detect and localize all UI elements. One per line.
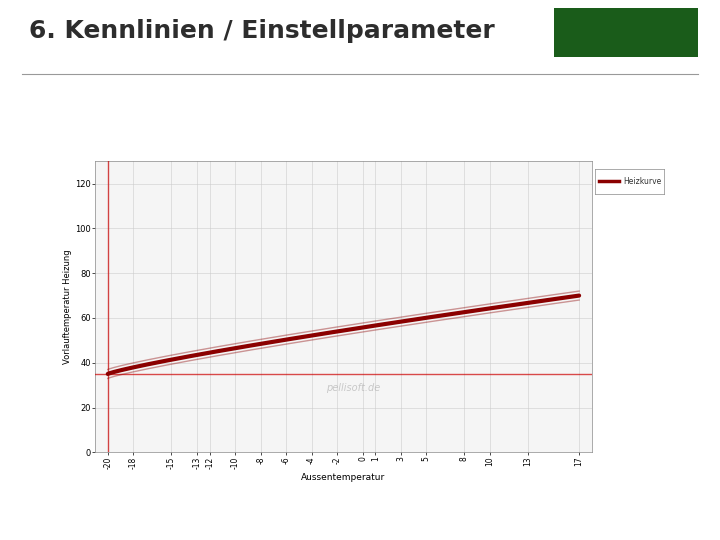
Text: 6. Kennlinien / Einstellparameter: 6. Kennlinien / Einstellparameter (29, 19, 495, 43)
Text: Fußpunkt: 35 °C bei 21 °C: Fußpunkt: 35 °C bei 21 °C (49, 120, 166, 129)
Text: pellisoft.de: pellisoft.de (326, 383, 380, 393)
Text: Folie 27: Folie 27 (634, 521, 667, 530)
Text: Anstieg: 1,00: Anstieg: 1,00 (49, 94, 109, 104)
Y-axis label: Vorlauftemperatur Heizung: Vorlauftemperatur Heizung (63, 249, 72, 364)
Text: Messwertgestützte Analyse und Optimierung von Heizungsanlagen  mit dem Anlagen E: Messwertgestützte Analyse und Optimierun… (14, 521, 396, 530)
Text: Heizkurve: Heizkurve (623, 177, 661, 186)
X-axis label: Aussentemperatur: Aussentemperatur (301, 473, 386, 482)
Bar (554, 8, 698, 57)
Text: Dr. Stephan Ruhl: Dr. Stephan Ruhl (468, 521, 539, 530)
